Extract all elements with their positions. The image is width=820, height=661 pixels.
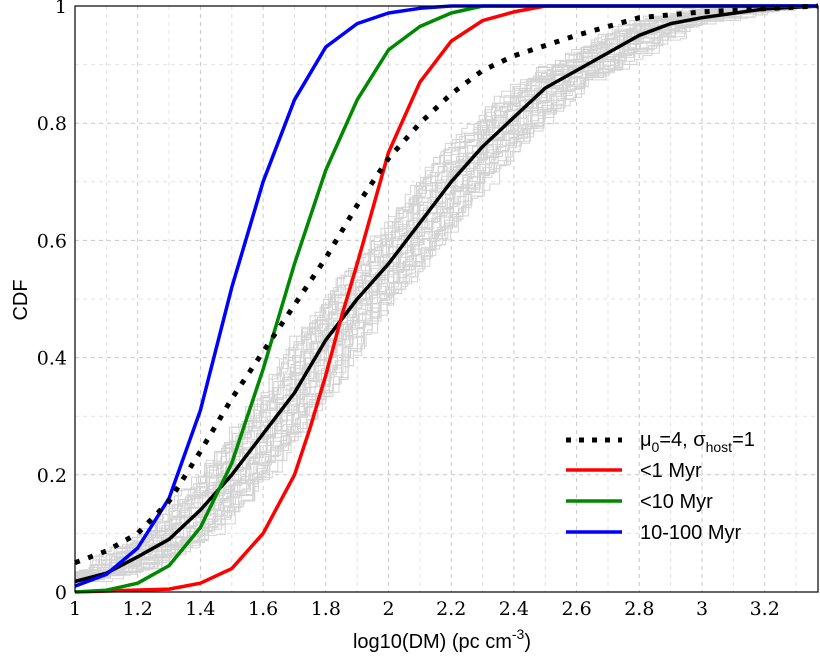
realization-line <box>75 5 818 582</box>
realization-line <box>75 5 818 582</box>
legend-label-lt1myr: <1 Myr <box>640 460 702 482</box>
x-tick-label: 2.2 <box>436 598 466 620</box>
series-line-10-100-myr <box>74 4 818 588</box>
realization-line <box>75 5 818 573</box>
legend-entry-10-100myr: 10-100 Myr <box>566 522 741 544</box>
series-line--0-4-host-1 <box>74 3 819 566</box>
y-tick-label: 0.4 <box>37 348 67 370</box>
realization-line <box>75 5 818 579</box>
plot-frame <box>74 5 819 593</box>
y-tick-label: 1 <box>55 0 67 18</box>
x-tick-label: 1 <box>69 598 81 620</box>
x-tick-label: 1.4 <box>185 598 215 620</box>
y-tick-label: 0.8 <box>37 113 67 135</box>
series-lines <box>74 3 819 594</box>
x-tick-label: 1.8 <box>311 598 341 620</box>
x-tick-label: 3.2 <box>750 598 780 620</box>
legend-entry-mu0: μ0=4, σhost=1 <box>566 429 755 455</box>
x-tick-label: 3 <box>696 598 708 620</box>
y-tick-label: 0.2 <box>37 465 67 487</box>
realization-line <box>75 5 818 578</box>
x-tick-label: 2.6 <box>561 598 591 620</box>
realization-line <box>75 5 818 582</box>
x-tick-label: 1.2 <box>123 598 153 620</box>
x-tick-label: 2 <box>382 598 394 620</box>
y-tick-label: 0 <box>55 582 67 604</box>
realization-line <box>75 5 818 582</box>
legend-entry-lt10myr: <10 Myr <box>566 491 713 513</box>
realization-line <box>75 5 818 582</box>
x-tick-label: 2.8 <box>624 598 654 620</box>
realization-line <box>75 5 818 577</box>
x-tick-label: 1.6 <box>248 598 278 620</box>
legend: μ0=4, σhost=1 <1 Myr <10 Myr 10-100 Myr <box>566 429 755 544</box>
tick-labels: 1 1.2 1.4 1.6 1.8 2 2.2 2.4 2.6 2.8 3 3.2 0 0.2 0.4 0.6… <box>37 0 780 620</box>
x-axis-title: log10(DM) (pc cm-3) <box>353 626 531 653</box>
legend-label-10-100myr: 10-100 Myr <box>640 522 741 544</box>
x-tick-label: 2.4 <box>499 598 529 620</box>
grid <box>74 5 818 593</box>
legend-entry-lt1myr: <1 Myr <box>566 460 702 482</box>
legend-label-lt10myr: <10 Myr <box>640 491 713 513</box>
y-tick-label: 0.6 <box>37 230 67 252</box>
legend-label-mu0: μ0=4, σhost=1 <box>640 429 755 455</box>
realization-line <box>75 5 818 573</box>
y-axis-title: CDF <box>10 279 32 320</box>
realization-line <box>75 5 818 574</box>
series-line--1-myr <box>74 4 818 594</box>
series-line-mean <box>74 4 819 584</box>
series-line--10-myr <box>74 4 818 594</box>
